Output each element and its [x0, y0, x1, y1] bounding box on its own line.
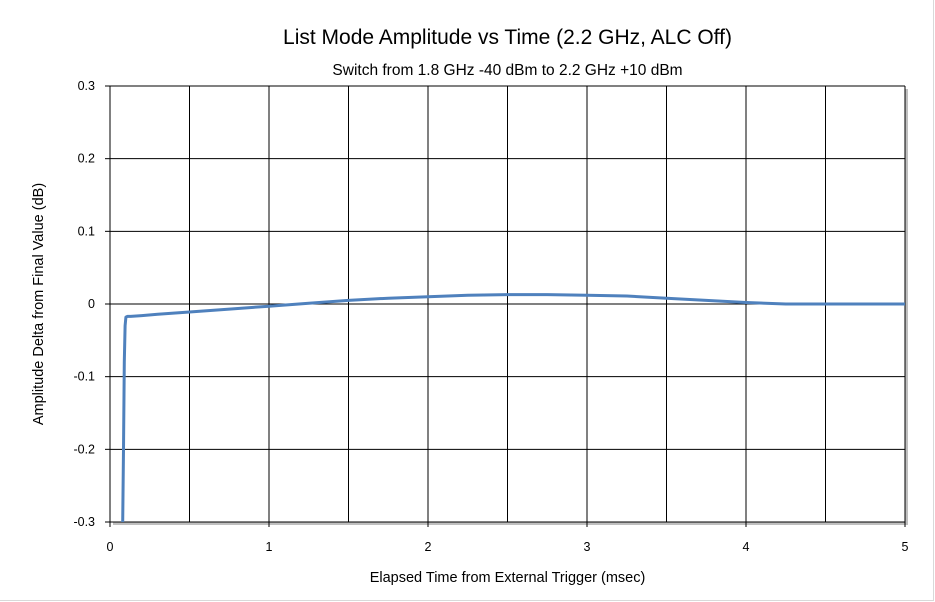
y-tick-label: -0.1 [73, 370, 95, 384]
chart-subtitle: Switch from 1.8 GHz -40 dBm to 2.2 GHz +… [332, 62, 683, 79]
chart-title: List Mode Amplitude vs Time (2.2 GHz, AL… [283, 26, 732, 49]
y-tick-label: 0 [88, 297, 95, 311]
y-tick-label: 0.2 [78, 152, 95, 166]
y-tick-label: -0.3 [73, 515, 95, 529]
y-tick-label: 0.1 [78, 224, 95, 238]
x-tick-label: 1 [266, 540, 273, 554]
x-tick-label: 5 [902, 540, 909, 554]
series-line [121, 293, 905, 523]
x-axis-label: Elapsed Time from External Trigger (msec… [369, 570, 646, 586]
x-tick-label: 2 [425, 540, 432, 554]
x-tick-label: 0 [107, 540, 114, 554]
x-tick-label: 4 [743, 540, 750, 554]
y-tick-label: 0.3 [78, 79, 95, 93]
x-tick-label: 3 [584, 540, 591, 554]
y-tick-label: -0.2 [73, 442, 95, 456]
